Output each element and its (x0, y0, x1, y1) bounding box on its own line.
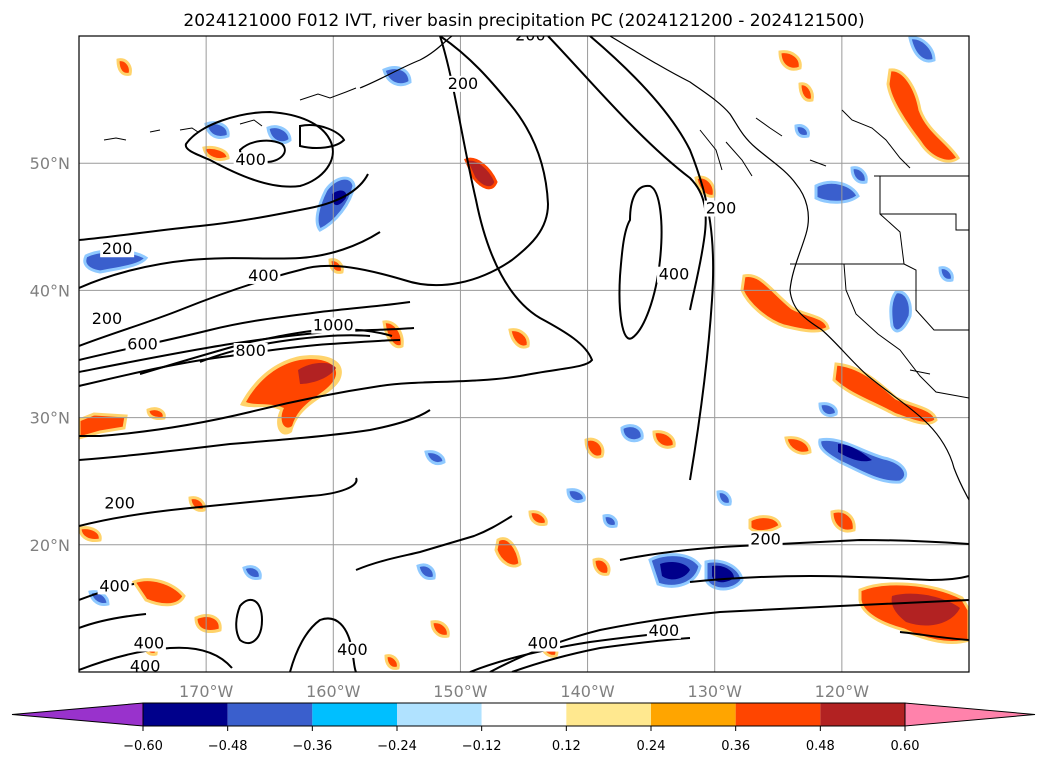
colorbar-over-extension (904, 702, 1036, 727)
ivt-contours (79, 36, 969, 672)
colorbar-tick-label: 0.60 (891, 739, 920, 754)
contour-label-backdrop (445, 75, 480, 92)
latitude-tick-label: 20°N (30, 536, 70, 555)
contour-label: 200 (448, 74, 479, 93)
latitude-tick-label: 30°N (30, 409, 70, 428)
colorbar-bin (227, 703, 313, 726)
longitude-tick-label: 140°W (560, 682, 615, 701)
colorbar-tick-label: −0.36 (292, 739, 332, 754)
precipitation-shading (79, 36, 969, 670)
colorbar-tick-label: −0.12 (462, 739, 502, 754)
longitude-tick-label: 130°W (688, 682, 743, 701)
contour-label: 200 (104, 494, 135, 513)
contour-label-backdrop (657, 266, 692, 283)
colorbar-bin (566, 703, 651, 726)
contour-label: 400 (528, 634, 559, 653)
colorbar-outline (142, 702, 906, 727)
coastlines (103, 36, 969, 501)
colorbar-bin (312, 703, 397, 726)
contour-label-backdrop (102, 495, 137, 512)
contour-label: 400 (235, 150, 266, 169)
colorbar-bin (143, 703, 228, 726)
colorbar-tick-label: 0.48 (806, 739, 835, 754)
longitude-tick-label: 120°W (815, 682, 870, 701)
longitude-tick-label: 160°W (306, 682, 361, 701)
contour-label: 600 (127, 335, 158, 354)
contour-label-backdrop (311, 317, 356, 334)
contour-label-backdrop (89, 311, 124, 328)
colorbar-tick-label: 0.12 (552, 739, 581, 754)
colorbar-bin (397, 703, 482, 726)
contour-label: 200 (515, 26, 546, 45)
contour-label-backdrop (513, 36, 548, 44)
longitude-tick-label: 150°W (433, 682, 488, 701)
contour-label-backdrop (128, 658, 163, 672)
contour-label: 400 (649, 621, 680, 640)
contour-label: 200 (102, 239, 133, 258)
contour-label-backdrop (748, 531, 783, 548)
negative-anomaly-patches (83, 36, 954, 606)
map-background (79, 36, 969, 672)
contour-label: 800 (235, 341, 266, 360)
contour-label-backdrop (100, 241, 135, 258)
colorbar-bin (651, 703, 736, 726)
contour-label-backdrop (233, 343, 268, 359)
contour-label: 1000 (313, 316, 354, 335)
contour-label: 200 (92, 309, 123, 328)
colorbar-tick-label: −0.24 (377, 739, 417, 754)
latitude-tick-label: 40°N (30, 281, 70, 300)
contour-label: 400 (248, 266, 279, 285)
map-frame (78, 35, 970, 673)
contour-label: 400 (337, 640, 368, 659)
contour-label-backdrop (646, 622, 681, 639)
contour-label-backdrop (335, 641, 370, 658)
colorbar-tick-label: 0.24 (637, 739, 666, 754)
colorbar-tick-label: −0.60 (123, 739, 163, 754)
contour-label: 400 (130, 656, 161, 675)
colorbar-bin (481, 703, 567, 726)
colorbar-tick-label: −0.48 (208, 739, 248, 754)
latitude-tick-label: 50°N (30, 154, 70, 173)
contour-label-backdrop (526, 635, 561, 652)
contour-label-backdrop (233, 152, 268, 169)
colorbar-tick-label: 0.36 (721, 739, 750, 754)
figure-title: 2024121000 F012 IVT, river basin precipi… (183, 11, 864, 31)
contour-label: 200 (750, 529, 781, 548)
longitude-tick-label: 170°W (179, 682, 234, 701)
contour-label-backdrop (97, 578, 132, 595)
axis-tick-labels: 170°W 160°W 150°W 140°W 130°W 120°W 20°N 30°N 40… (30, 154, 870, 701)
contour-label: 200 (706, 199, 737, 218)
positive-anomaly-patches (79, 50, 969, 670)
map-gridlines (79, 36, 969, 672)
colorbar: −0.60 −0.48 −0.36 −0.24 −0.12 0.12 0.24 0.36 0.4… (11, 702, 1036, 754)
contour-label: 400 (134, 634, 165, 653)
contour-label-backdrop (246, 267, 281, 284)
colorbar-bin (735, 703, 821, 726)
contour-label: 400 (99, 576, 130, 595)
contour-label-backdrop (704, 200, 739, 217)
contour-label-backdrop (131, 635, 166, 652)
colorbar-bin (820, 703, 905, 726)
colorbar-under-extension (11, 702, 144, 727)
contour-label: 400 (659, 265, 690, 284)
contour-label-backdrop (125, 336, 160, 353)
